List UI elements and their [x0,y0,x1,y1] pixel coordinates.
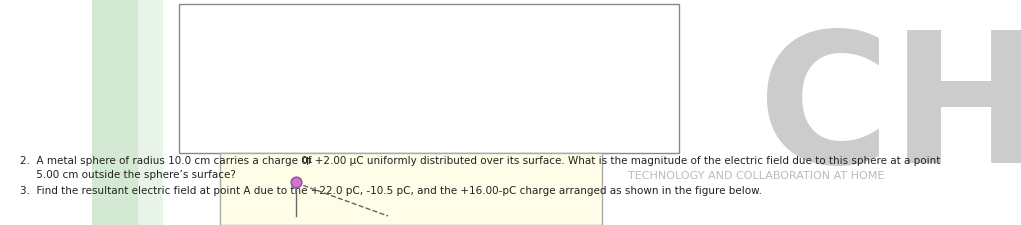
Text: CH: CH [758,25,1021,200]
Bar [179,4,679,153]
Text: 3.  Find the resultant electric field at point A due to the +22.0 pC, -10.5 pC, : 3. Find the resultant electric field at … [20,186,763,196]
Point [288,180,304,184]
Text: TECHNOLOGY AND COLLABORATION AT HOME: TECHNOLOGY AND COLLABORATION AT HOME [628,171,884,180]
Bar [92,0,143,225]
Bar [220,153,602,225]
Text: q₁: q₁ [301,154,312,164]
Bar [138,0,163,225]
Text: 2.  A metal sphere of radius 10.0 cm carries a charge 0f +2.00 μC uniformly dist: 2. A metal sphere of radius 10.0 cm carr… [20,155,940,179]
